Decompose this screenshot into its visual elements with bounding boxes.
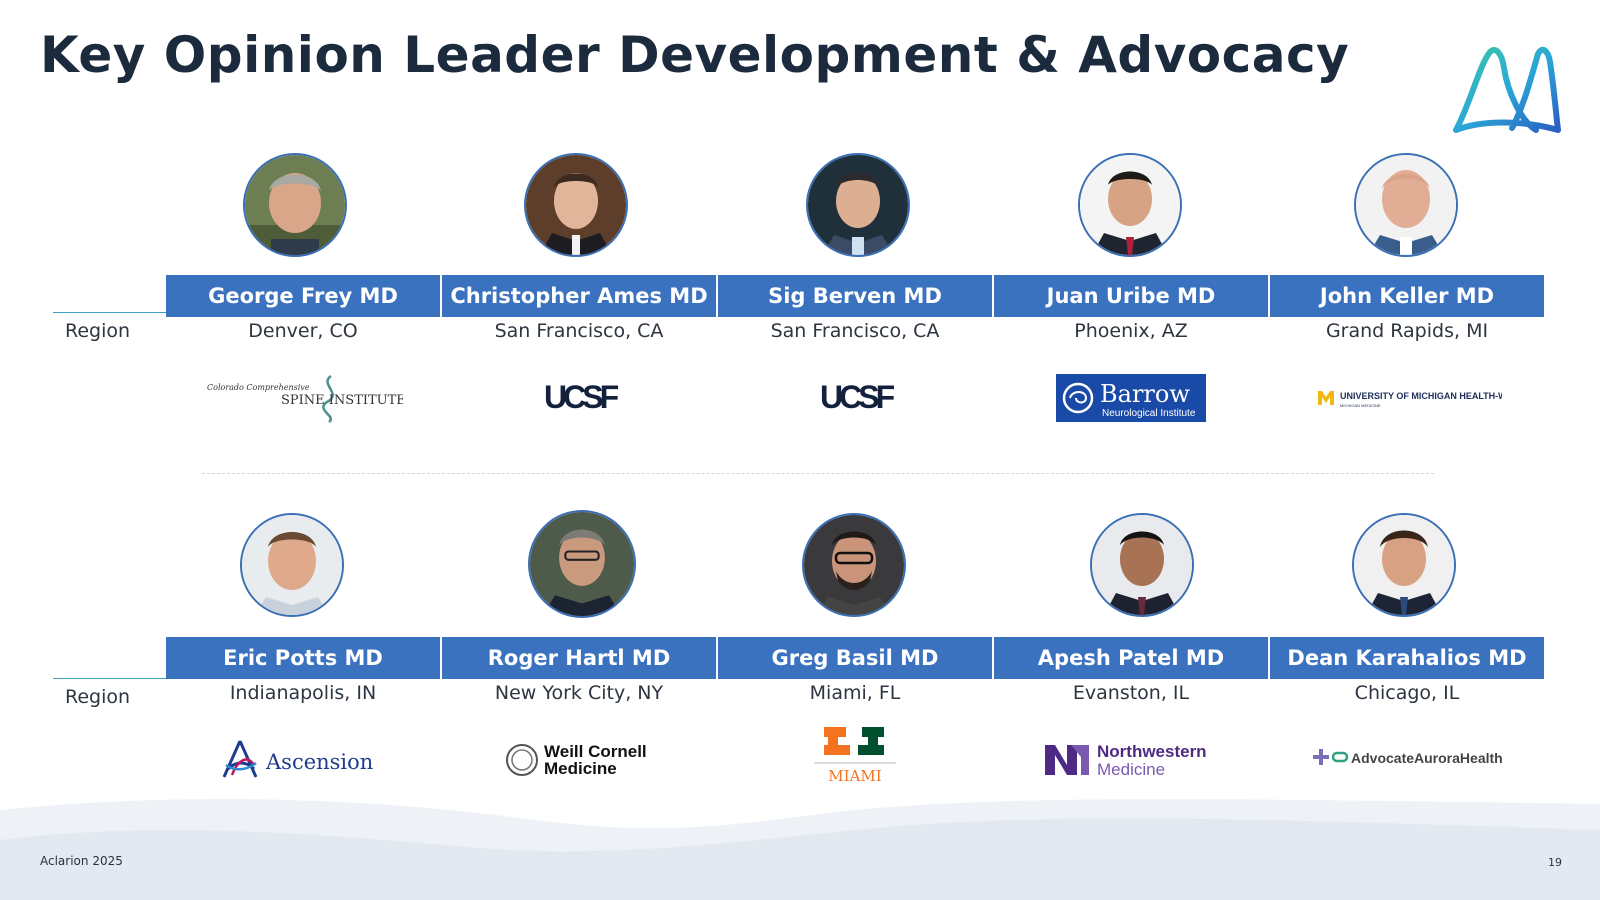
city-label: Evanston, IL (1072, 682, 1190, 704)
svg-text:Neurological Institute: Neurological Institute (1102, 408, 1196, 419)
name-bar: Apesh Patel MD (994, 637, 1268, 679)
city-label: New York City, NY (494, 682, 664, 704)
svg-text:Weill Cornell: Weill Cornell (544, 742, 647, 761)
institution-logo-barrow: Barrow Neurological Institute (994, 368, 1268, 428)
region-underline (53, 678, 167, 679)
footer-company-year: Aclarion 2025 (40, 854, 123, 868)
svg-text:SPINE INSTITUTE: SPINE INSTITUTE (281, 393, 403, 408)
svg-text:Northwestern: Northwestern (1097, 742, 1207, 761)
svg-text:Barrow: Barrow (1100, 380, 1190, 408)
institution-logo-umich-health-west: UNIVERSITY OF MICHIGAN HEALTH-WEST MICHI… (1270, 368, 1544, 428)
city-label: San Francisco, CA (494, 320, 664, 342)
institution-logo-ccsi: Colorado Comprehensive SPINE INSTITUTE (166, 368, 440, 428)
svg-text:UNIVERSITY OF MICHIGAN HEALTH-: UNIVERSITY OF MICHIGAN HEALTH-WEST (1340, 391, 1502, 401)
name-bar: Juan Uribe MD (994, 275, 1268, 317)
institution-logo-northwestern: Northwestern Medicine (994, 730, 1268, 790)
svg-text:AdvocateAuroraHealth: AdvocateAuroraHealth (1351, 750, 1503, 766)
portrait-photo (524, 153, 628, 257)
institution-logo-ucsf: UCSF (442, 368, 716, 428)
name-bar: George Frey MD (166, 275, 440, 317)
svg-text:MICHIGAN MEDICINE: MICHIGAN MEDICINE (1340, 403, 1381, 408)
svg-text:UCSF: UCSF (820, 379, 895, 415)
region-underline (53, 312, 167, 313)
portrait-photo (802, 513, 906, 617)
name-bar: Dean Karahalios MD (1270, 637, 1544, 679)
portrait-photo (1354, 153, 1458, 257)
institution-logo-advocate-aurora: AdvocateAuroraHealth (1270, 730, 1544, 790)
name-bar: Roger Hartl MD (442, 637, 716, 679)
svg-text:Medicine: Medicine (544, 759, 617, 778)
city-label: Miami, FL (809, 682, 901, 704)
portrait-photo (1352, 513, 1456, 617)
portrait-photo (240, 513, 344, 617)
portrait-photo (243, 153, 347, 257)
row-divider (202, 473, 1434, 474)
city-label: Grand Rapids, MI (1325, 320, 1489, 342)
portrait-photo (1090, 513, 1194, 617)
name-bar: Eric Potts MD (166, 637, 440, 679)
institution-logo-weill-cornell: Weill Cornell Medicine (442, 730, 716, 790)
svg-text:MIAMI: MIAMI (828, 767, 881, 785)
city-label: Indianapolis, IN (229, 682, 377, 704)
svg-text:Ascension: Ascension (265, 750, 373, 774)
name-bar: John Keller MD (1270, 275, 1544, 317)
institution-logo-ucsf: UCSF (718, 368, 992, 428)
name-bar: Greg Basil MD (718, 637, 992, 679)
region-label: Region (65, 686, 131, 708)
page-title: Key Opinion Leader Development & Advocac… (40, 26, 1350, 84)
name-bar: Christopher Ames MD (442, 275, 716, 317)
aclarion-logo (1453, 46, 1561, 133)
region-label: Region (65, 320, 131, 342)
svg-text:Medicine: Medicine (1097, 760, 1165, 779)
svg-text:Colorado Comprehensive: Colorado Comprehensive (207, 383, 310, 392)
portrait-photo (528, 510, 636, 618)
city-label: Denver, CO (248, 320, 358, 342)
institution-logo-ascension: Ascension (166, 730, 440, 790)
page-number: 19 (1548, 856, 1562, 869)
city-label: San Francisco, CA (770, 320, 940, 342)
name-bar: Sig Berven MD (718, 275, 992, 317)
portrait-photo (806, 153, 910, 257)
city-label: Phoenix, AZ (1074, 320, 1188, 342)
institution-logo-u-miami: MIAMI (718, 720, 992, 796)
portrait-photo (1078, 153, 1182, 257)
footer-wave-decoration (0, 798, 1600, 900)
city-label: Chicago, IL (1354, 682, 1460, 704)
svg-text:UCSF: UCSF (544, 379, 619, 415)
